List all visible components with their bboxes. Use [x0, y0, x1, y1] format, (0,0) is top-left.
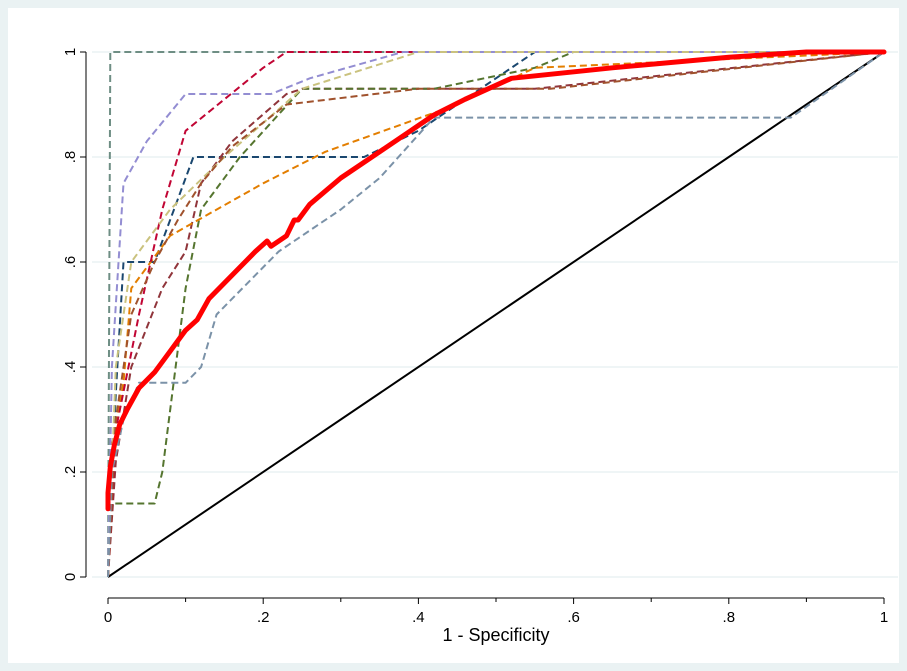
reference-diagonal — [107, 51, 885, 578]
x-tick-label-5: 1 — [880, 609, 888, 626]
roc-curve-6 — [107, 51, 884, 578]
x-tick-label-3: .6 — [567, 609, 580, 626]
x-tick-label-1: .2 — [257, 609, 270, 626]
y-tick-label-4: .8 — [62, 151, 79, 164]
x-tick-label-0: 0 — [104, 609, 112, 626]
x-axis-title: 1 - Specificity — [442, 625, 549, 645]
y-tick-label-5: 1 — [62, 48, 79, 56]
roc-curve-9 — [107, 51, 885, 578]
roc-curve-4 — [107, 51, 885, 578]
roc-curve-3 — [107, 51, 884, 578]
y-tick-label-1: .2 — [62, 466, 79, 479]
y-tick-label-3: .6 — [62, 256, 79, 269]
roc-curve-8 — [107, 51, 884, 578]
x-tick-label-4: .8 — [723, 609, 736, 626]
roc-curve-7 — [107, 51, 884, 578]
axes — [80, 51, 885, 604]
y-tick-label-2: .4 — [62, 361, 79, 374]
pooled-roc-curve — [105, 49, 887, 512]
y-tick-label-0: 0 — [62, 573, 79, 581]
x-tick-label-2: .4 — [412, 609, 425, 626]
series-lines — [105, 49, 887, 578]
tick-labels: 0 .2 .4 .6 .8 1 0 .2 .4 .6 .8 1 — [62, 48, 888, 626]
chart-panel — [8, 8, 899, 663]
